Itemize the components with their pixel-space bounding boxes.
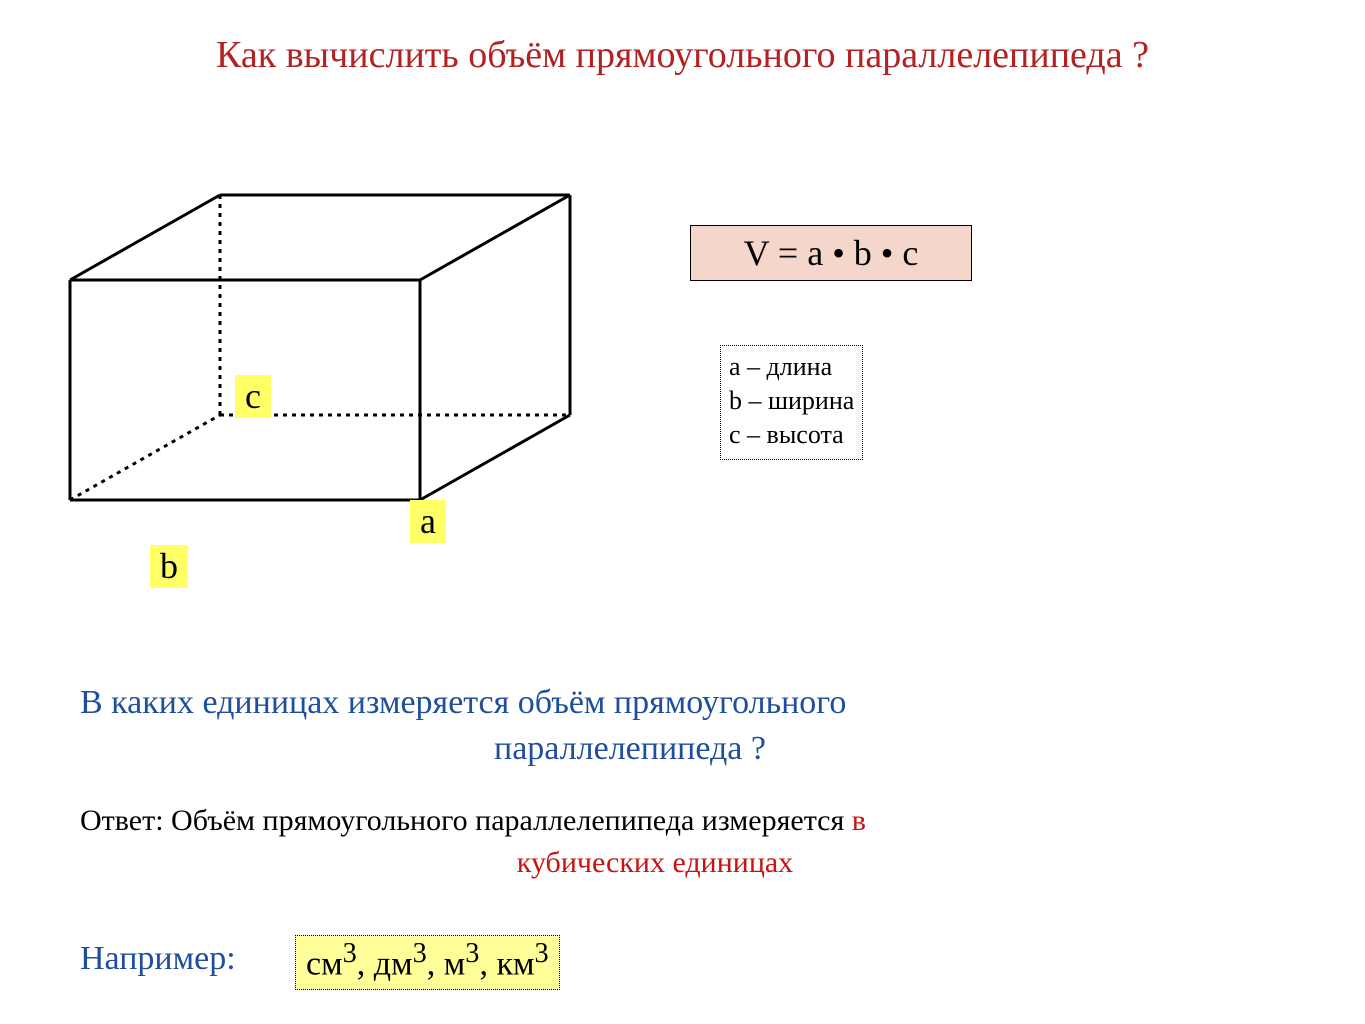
q2-line2: параллелепипеда ?: [80, 726, 1180, 772]
answer-prefix: Ответ: Объём прямоугольного параллелепип…: [80, 804, 852, 837]
legend-b: b – ширина: [729, 384, 854, 418]
units-question: В каких единицах измеряется объём прямоу…: [80, 680, 1180, 772]
answer-text: Ответ: Объём прямоугольного параллелепип…: [80, 800, 1230, 884]
dimension-legend: a – длина b – ширина с – высота: [720, 345, 863, 460]
formula-text: V = a • b • c: [744, 233, 919, 273]
page-title: Как вычислить объём прямоугольного парал…: [0, 30, 1365, 81]
label-c: c: [235, 375, 271, 418]
q2-line1: В каких единицах измеряется объём прямоу…: [80, 684, 846, 721]
label-a: a: [410, 500, 446, 543]
example-label: Например:: [80, 940, 236, 978]
label-b: b: [150, 545, 188, 588]
cubic-units-list: см3, дм3, м3, км3: [295, 935, 560, 990]
volume-formula: V = a • b • c: [690, 225, 972, 281]
legend-c: с – высота: [729, 418, 854, 452]
answer-highlight-2: кубических единицах: [517, 846, 793, 879]
answer-highlight-1: в: [852, 804, 866, 837]
title-text: Как вычислить объём прямоугольного парал…: [216, 34, 1149, 76]
parallelepiped-svg: [60, 180, 600, 600]
parallelepiped-diagram: c a b: [60, 180, 600, 600]
legend-a: a – длина: [729, 350, 854, 384]
